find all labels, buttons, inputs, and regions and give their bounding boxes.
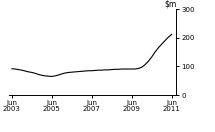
- Text: $m: $m: [164, 0, 176, 8]
